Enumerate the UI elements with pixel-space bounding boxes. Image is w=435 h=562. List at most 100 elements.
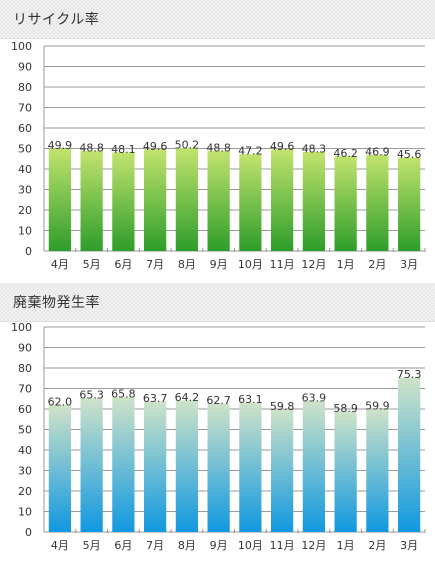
x-category-label: 1月 [337,258,355,271]
y-tick-label: 20 [18,204,32,217]
bar-value-label: 59.8 [270,400,295,413]
x-category-label: 2月 [368,539,386,552]
x-category-label: 2月 [368,258,386,271]
bar-value-label: 49.6 [270,140,295,153]
recycling-rate-chart: 0 10 20 30 40 50 60 70 80 90 100 49.9 4月 48.8 5月 48.1 6月… [11,40,426,271]
recycling-rate-title: リサイクル率 [13,12,100,28]
recycling-rate-header: リサイクル率 [0,0,435,39]
x-category-label: 11月 [270,258,295,271]
bar [239,154,262,251]
y-tick-label: 100 [11,322,32,334]
bar [239,402,262,532]
y-tick-label: 70 [18,383,32,396]
waste-rate-panel: 廃棄物発生率 0 10 20 30 40 50 60 70 80 90 100 62.0 4月 65.3 5… [0,283,435,562]
bar [302,151,325,251]
bar [112,397,135,532]
bar-value-label: 48.8 [206,141,231,154]
y-tick-label: 50 [18,143,32,156]
bar [48,404,71,532]
bar-value-label: 59.9 [365,400,390,413]
bar [398,157,421,251]
y-tick-label: 40 [18,444,32,457]
x-category-label: 10月 [238,539,263,552]
bar [48,148,71,251]
y-tick-label: 10 [18,225,32,238]
recycling-rate-panel: リサイクル率 0 10 20 30 40 50 60 70 80 90 100 49.9 4月 48.8 5… [0,0,435,275]
x-category-label: 12月 [301,539,326,552]
bar [175,148,198,251]
bar [80,150,103,251]
x-category-label: 5月 [83,539,101,552]
bar [302,401,325,532]
bar-value-label: 49.9 [48,139,73,152]
waste-rate-header: 廃棄物発生率 [0,283,435,322]
y-tick-label: 40 [18,163,32,176]
x-category-label: 9月 [210,539,228,552]
y-tick-label: 100 [11,40,32,53]
bar-value-label: 63.1 [238,393,263,406]
bar-value-label: 75.3 [397,368,422,381]
bar [207,150,230,251]
x-category-label: 11月 [270,539,295,552]
bar-value-label: 50.2 [175,139,200,152]
y-tick-label: 0 [25,245,32,258]
bar [144,149,167,251]
x-category-label: 8月 [178,258,196,271]
bar [144,401,167,532]
y-tick-label: 20 [18,485,32,498]
x-category-label: 8月 [178,539,196,552]
bar [366,409,389,532]
bar-value-label: 65.8 [111,388,136,401]
bar-value-label: 58.9 [333,402,358,415]
x-category-label: 4月 [51,258,69,271]
x-category-label: 5月 [83,258,101,271]
x-category-label: 9月 [210,258,228,271]
bar-value-label: 65.3 [79,389,104,402]
x-category-label: 7月 [146,258,164,271]
y-tick-label: 60 [18,122,32,135]
y-tick-label: 90 [18,342,32,355]
y-tick-label: 50 [18,424,32,437]
x-category-label: 7月 [146,539,164,552]
bar-value-label: 48.8 [79,141,104,154]
y-tick-label: 80 [18,81,32,94]
bar [80,398,103,532]
x-category-label: 10月 [238,258,263,271]
y-tick-label: 70 [18,102,32,115]
bar [112,152,135,251]
bar [271,409,294,532]
x-category-label: 6月 [114,539,132,552]
bar-value-label: 64.2 [175,391,200,404]
bar [334,411,357,532]
waste-rate-chart: 0 10 20 30 40 50 60 70 80 90 100 62.0 4月 65.3 5月 65.8 6月… [11,321,426,552]
y-tick-label: 30 [18,184,32,197]
bar [271,149,294,251]
y-tick-label: 60 [18,403,32,416]
x-category-label: 4月 [51,539,69,552]
x-category-label: 12月 [301,258,326,271]
bar-value-label: 62.7 [206,394,231,407]
bar [207,403,230,532]
bar-value-label: 46.9 [365,145,390,158]
y-tick-label: 30 [18,465,32,478]
x-category-label: 3月 [400,539,418,552]
bar [366,154,389,251]
bar-value-label: 62.0 [48,395,73,408]
bar [334,156,357,251]
bar-value-label: 45.6 [397,148,422,161]
bar-value-label: 48.3 [302,142,327,155]
x-category-label: 1月 [337,539,355,552]
y-tick-label: 0 [25,526,32,539]
y-tick-label: 90 [18,61,32,74]
x-category-label: 3月 [400,258,418,271]
bar-value-label: 49.6 [143,140,168,153]
bar-value-label: 63.7 [143,392,168,405]
bar [175,400,198,532]
x-category-label: 6月 [114,258,132,271]
y-tick-label: 80 [18,362,32,375]
bar-value-label: 47.2 [238,145,263,158]
waste-rate-title: 廃棄物発生率 [13,295,100,311]
bar [398,377,421,532]
bar-value-label: 48.1 [111,143,136,156]
y-tick-label: 10 [18,506,32,519]
